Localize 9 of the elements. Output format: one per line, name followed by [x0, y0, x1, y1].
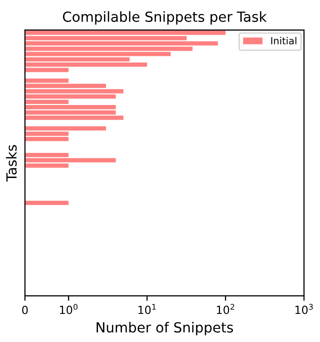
x-axis-title: Number of Snippets: [96, 322, 233, 336]
x-tick-label: 10$^{3}$: [295, 304, 313, 314]
x-tick-label: 0: [22, 306, 28, 314]
y-axis-title: Tasks: [6, 145, 17, 182]
legend-label: Initial: [271, 36, 296, 44]
chart-title: Compilable Snippets per Task: [62, 11, 267, 25]
x-tick-label: 10$^{2}$: [216, 304, 234, 314]
x-tick-label: 10$^{1}$: [138, 304, 156, 314]
x-tick-label: 10$^{0}$: [60, 304, 78, 314]
